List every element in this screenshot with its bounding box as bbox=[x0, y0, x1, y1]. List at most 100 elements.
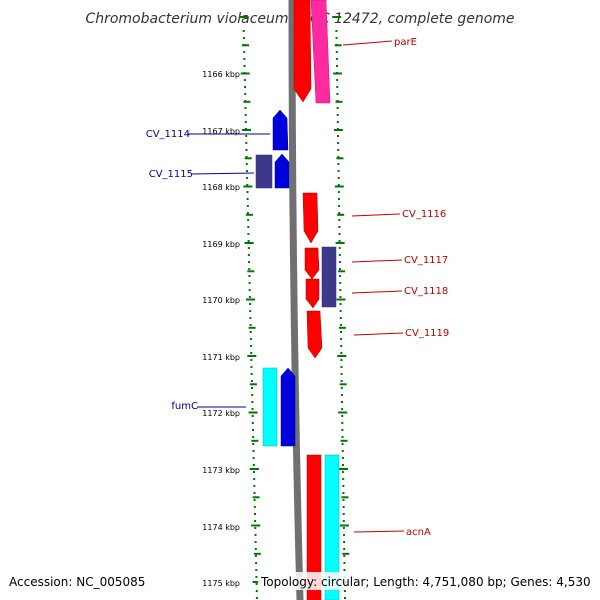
tick-mark bbox=[251, 439, 259, 442]
boundary-dot bbox=[340, 338, 343, 340]
tick-mark bbox=[340, 439, 348, 442]
boundary-dot bbox=[342, 471, 345, 473]
tick-label-1171: 1171 kbp bbox=[202, 353, 240, 362]
gene-label-acnA[interactable]: acnA bbox=[406, 527, 431, 538]
gene-CV_1114-arrow[interactable] bbox=[272, 109, 289, 151]
tick-mark bbox=[251, 524, 261, 527]
boundary-dot bbox=[337, 177, 340, 179]
boundary-dot bbox=[243, 58, 246, 60]
gene-CV_1115-block[interactable] bbox=[255, 154, 273, 189]
boundary-dot bbox=[335, 30, 338, 32]
boundary-dot bbox=[251, 415, 254, 417]
boundary-dot bbox=[340, 359, 343, 361]
gene-label-CV_1118[interactable]: CV_1118 bbox=[404, 286, 448, 297]
forward-genes bbox=[293, 0, 340, 600]
boundary-dot bbox=[251, 401, 254, 403]
boundary-dot bbox=[339, 289, 342, 291]
gene-CV_1117-block[interactable] bbox=[321, 246, 337, 308]
boundary-dot bbox=[341, 443, 344, 445]
gene-label-parE[interactable]: parE bbox=[394, 37, 417, 48]
gene-label-CV_1117[interactable]: CV_1117 bbox=[404, 255, 448, 266]
boundary-dot bbox=[337, 142, 340, 144]
gene-label-CV_1114[interactable]: CV_1114 bbox=[146, 129, 190, 140]
gene-parE-neighbor-arrow[interactable] bbox=[310, 0, 331, 104]
boundary-dot bbox=[244, 93, 247, 95]
boundary-dot bbox=[341, 450, 344, 452]
gene-fumC-arrow[interactable] bbox=[280, 367, 296, 447]
boundary-dot bbox=[344, 597, 346, 599]
boundary-dot bbox=[335, 37, 338, 39]
boundary-dot bbox=[249, 331, 252, 333]
boundary-dot bbox=[340, 387, 343, 389]
boundary-dot bbox=[338, 247, 341, 249]
boundary-dot bbox=[244, 121, 247, 123]
boundary-dot bbox=[341, 429, 344, 431]
tick-mark bbox=[252, 496, 260, 499]
gene-fumC-block[interactable] bbox=[262, 367, 278, 447]
tick-mark bbox=[335, 242, 345, 244]
gene-label-fumC[interactable]: fumC bbox=[171, 401, 198, 412]
footer-topology: Topology: circular; Length: 4,751,080 bp… bbox=[260, 575, 591, 589]
boundary-dot bbox=[244, 114, 247, 116]
boundary-dot bbox=[335, 58, 338, 60]
boundary-dot bbox=[337, 170, 340, 172]
boundary-dot bbox=[254, 513, 256, 515]
boundary-dot bbox=[247, 226, 250, 228]
gene-CV_1119-arrow[interactable] bbox=[306, 310, 323, 359]
tick-mark bbox=[240, 72, 250, 75]
tick-label-1168: 1168 kbp bbox=[202, 183, 240, 192]
gene-acnA-arrow[interactable] bbox=[306, 454, 322, 600]
boundary-dot bbox=[245, 149, 248, 151]
boundary-dot bbox=[253, 506, 256, 508]
tick-mark bbox=[342, 552, 350, 555]
tick-mark bbox=[243, 100, 251, 103]
tick-mark bbox=[242, 44, 249, 47]
boundary-dot bbox=[245, 163, 248, 165]
boundary-dot bbox=[341, 422, 344, 424]
boundary-dot bbox=[343, 562, 346, 564]
gene-CV_1115-arrow[interactable] bbox=[274, 153, 290, 189]
boundary-dot bbox=[255, 562, 258, 564]
boundary-dot bbox=[339, 275, 342, 277]
tick-mark bbox=[244, 242, 254, 244]
tick-mark bbox=[337, 213, 345, 216]
gene-parE-arrow[interactable] bbox=[293, 0, 312, 103]
boundary-dot bbox=[340, 380, 343, 382]
gene-CV_1118-arrow[interactable] bbox=[305, 278, 320, 309]
boundary-dot bbox=[253, 492, 256, 494]
boundary-dot bbox=[255, 597, 258, 599]
boundary-dot bbox=[248, 275, 251, 277]
boundary-dot bbox=[342, 492, 345, 494]
tick-mark bbox=[248, 326, 256, 329]
tick-label-1170: 1170 kbp bbox=[202, 296, 240, 305]
boundary-dot bbox=[246, 198, 249, 200]
boundary-dot bbox=[252, 429, 254, 431]
gene-label-CV_1116[interactable]: CV_1116 bbox=[402, 209, 446, 220]
gene-label-CV_1115[interactable]: CV_1115 bbox=[149, 169, 193, 180]
boundary-dot bbox=[336, 93, 339, 95]
boundary-dot bbox=[242, 30, 245, 32]
boundary-dot bbox=[253, 478, 256, 480]
boundary-dot bbox=[246, 170, 248, 172]
gene-CV_1117-arrow[interactable] bbox=[304, 247, 320, 280]
boundary-dot bbox=[338, 198, 340, 200]
boundary-dot bbox=[336, 114, 339, 116]
tick-mark bbox=[335, 100, 343, 103]
boundary-dot bbox=[252, 443, 255, 445]
boundary-dot bbox=[254, 548, 257, 550]
reverse-genes bbox=[255, 109, 296, 447]
boundary-dot bbox=[255, 583, 258, 585]
boundary-dot bbox=[337, 156, 340, 158]
boundary-dot bbox=[248, 289, 251, 291]
boundary-dot bbox=[343, 534, 345, 536]
boundary-dot bbox=[249, 338, 252, 340]
boundary-dot bbox=[338, 205, 341, 207]
boundary-dot bbox=[255, 569, 258, 571]
boundary-dot bbox=[247, 219, 250, 221]
gene-CV_1116-arrow[interactable] bbox=[302, 192, 319, 244]
tick-mark bbox=[253, 552, 261, 555]
label-leaders bbox=[188, 40, 405, 533]
gene-acnA-block[interactable] bbox=[324, 454, 340, 600]
gene-label-CV_1119[interactable]: CV_1119 bbox=[405, 328, 449, 339]
boundary-dot bbox=[338, 240, 341, 242]
